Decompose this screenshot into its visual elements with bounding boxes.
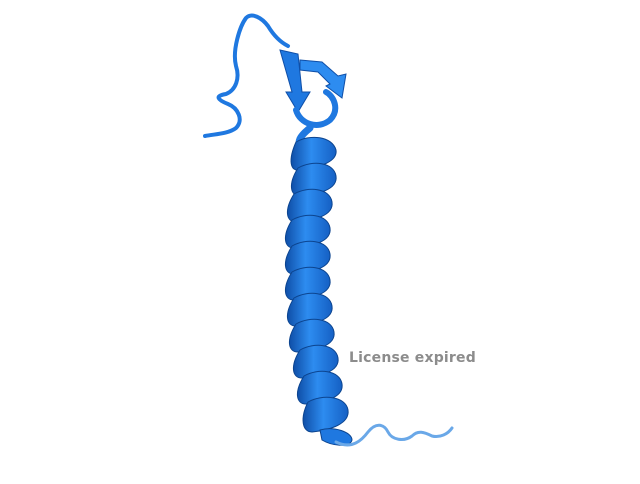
- c-terminal-coil: [334, 423, 454, 447]
- n-terminal-coil: [203, 13, 290, 138]
- beta-strand-1: [279, 49, 311, 113]
- beta-strand-2: [299, 59, 347, 99]
- helix-turn: [291, 162, 337, 197]
- beta-turn: [293, 89, 339, 128]
- helix-end: [319, 428, 353, 446]
- license-watermark: License expired: [349, 350, 476, 366]
- helix-turn: [287, 188, 333, 223]
- alpha-helix: [285, 136, 353, 446]
- helix-turn: [302, 396, 349, 433]
- helix-turn: [290, 136, 337, 171]
